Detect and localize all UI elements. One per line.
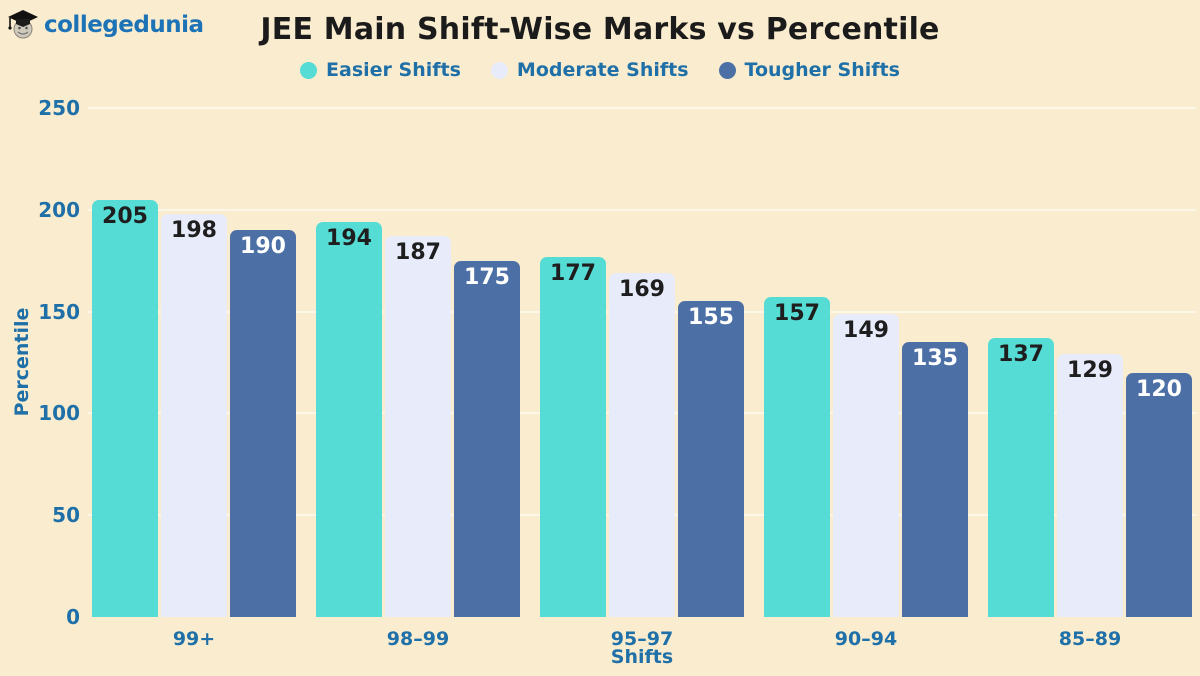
- bar-value-label: 169: [619, 276, 665, 302]
- legend-label: Moderate Shifts: [516, 59, 689, 81]
- collegedunia-logo: collegedunia: [6, 8, 204, 42]
- bar-easier-shifts-98–99: 194: [316, 222, 382, 617]
- legend-swatch-icon: [300, 61, 318, 79]
- graduation-cap-mascot-icon: [6, 8, 40, 42]
- bar-value-label: 175: [464, 264, 510, 290]
- y-tick-label: 0: [66, 605, 80, 629]
- x-category-label: 95–97: [610, 628, 674, 650]
- gridline: [88, 208, 1196, 211]
- bar-value-label: 198: [171, 217, 217, 243]
- bar-group-85–89: 137 129 120 85–89: [988, 108, 1192, 650]
- plot-area: 205 198 190 99+ 194 187 175 98–99 177 169 155 95–97…: [88, 107, 1196, 650]
- bar-moderate-shifts-90–94: 149: [833, 313, 899, 617]
- y-tick-label: 50: [52, 503, 80, 528]
- bar-groups: 205 198 190 99+ 194 187 175 98–99 177 169 155 95–97…: [88, 108, 1196, 650]
- bar-group-99+: 205 198 190 99+: [92, 108, 296, 650]
- legend-item-1: Moderate Shifts: [490, 59, 689, 81]
- bar-value-label: 157: [774, 301, 820, 327]
- bar-value-label: 205: [102, 203, 148, 229]
- bar-value-label: 177: [550, 260, 596, 286]
- bar-value-label: 190: [240, 234, 286, 260]
- y-axis: 0 50 100 150 200 250: [8, 96, 80, 629]
- bar-easier-shifts-85–89: 137: [988, 338, 1054, 617]
- x-category-label: 98–99: [386, 628, 450, 650]
- bar-value-label: 135: [912, 346, 958, 372]
- bar-value-label: 187: [395, 240, 441, 266]
- legend-label: Easier Shifts: [326, 59, 461, 81]
- bar-value-label: 149: [843, 317, 889, 343]
- bar-moderate-shifts-98–99: 187: [385, 236, 451, 617]
- legend-swatch-icon: [718, 61, 736, 79]
- bar-value-label: 194: [326, 226, 372, 252]
- logo-text: collegedunia: [44, 12, 204, 38]
- y-tick-label: 150: [38, 299, 80, 324]
- bar-value-label: 137: [998, 342, 1044, 368]
- bar-moderate-shifts-95–97: 169: [609, 272, 675, 617]
- bar-group-90–94: 157 149 135 90–94: [764, 108, 968, 650]
- bar-moderate-shifts-85–89: 129: [1057, 354, 1123, 617]
- bar-tougher-shifts-99+: 190: [230, 230, 296, 617]
- bar-group-95–97: 177 169 155 95–97: [540, 108, 744, 650]
- bar-easier-shifts-90–94: 157: [764, 297, 830, 617]
- bar-value-label: 120: [1136, 376, 1182, 402]
- bar-easier-shifts-95–97: 177: [540, 256, 606, 617]
- y-tick-label: 100: [38, 401, 80, 426]
- x-category-label: 99+: [172, 628, 216, 650]
- legend-item-2: Tougher Shifts: [718, 59, 900, 81]
- chart-title: JEE Main Shift-Wise Marks vs Percentile: [260, 12, 940, 47]
- legend-label: Tougher Shifts: [744, 59, 900, 81]
- legend-item-0: Easier Shifts: [300, 59, 461, 81]
- y-axis-title: Percentile: [11, 307, 33, 417]
- legend-swatch-icon: [490, 61, 508, 79]
- bar-easier-shifts-99+: 205: [92, 199, 158, 617]
- bar-tougher-shifts-90–94: 135: [902, 342, 968, 617]
- bar-value-label: 129: [1067, 358, 1113, 384]
- bar-value-label: 155: [688, 305, 734, 331]
- y-tick-label: 200: [38, 197, 80, 222]
- x-category-label: 85–89: [1058, 628, 1122, 650]
- bar-tougher-shifts-98–99: 175: [454, 260, 520, 617]
- x-axis-title: Shifts: [610, 646, 674, 668]
- bar-moderate-shifts-99+: 198: [161, 213, 227, 617]
- y-tick-label: 250: [38, 96, 80, 120]
- bar-tougher-shifts-95–97: 155: [678, 301, 744, 617]
- gridline: [88, 107, 1196, 109]
- bar-tougher-shifts-85–89: 120: [1126, 372, 1192, 617]
- chart-legend: Easier Shifts Moderate Shifts Tougher Shif…: [0, 59, 1200, 81]
- x-category-label: 90–94: [834, 628, 898, 650]
- bar-group-98–99: 194 187 175 98–99: [316, 108, 520, 650]
